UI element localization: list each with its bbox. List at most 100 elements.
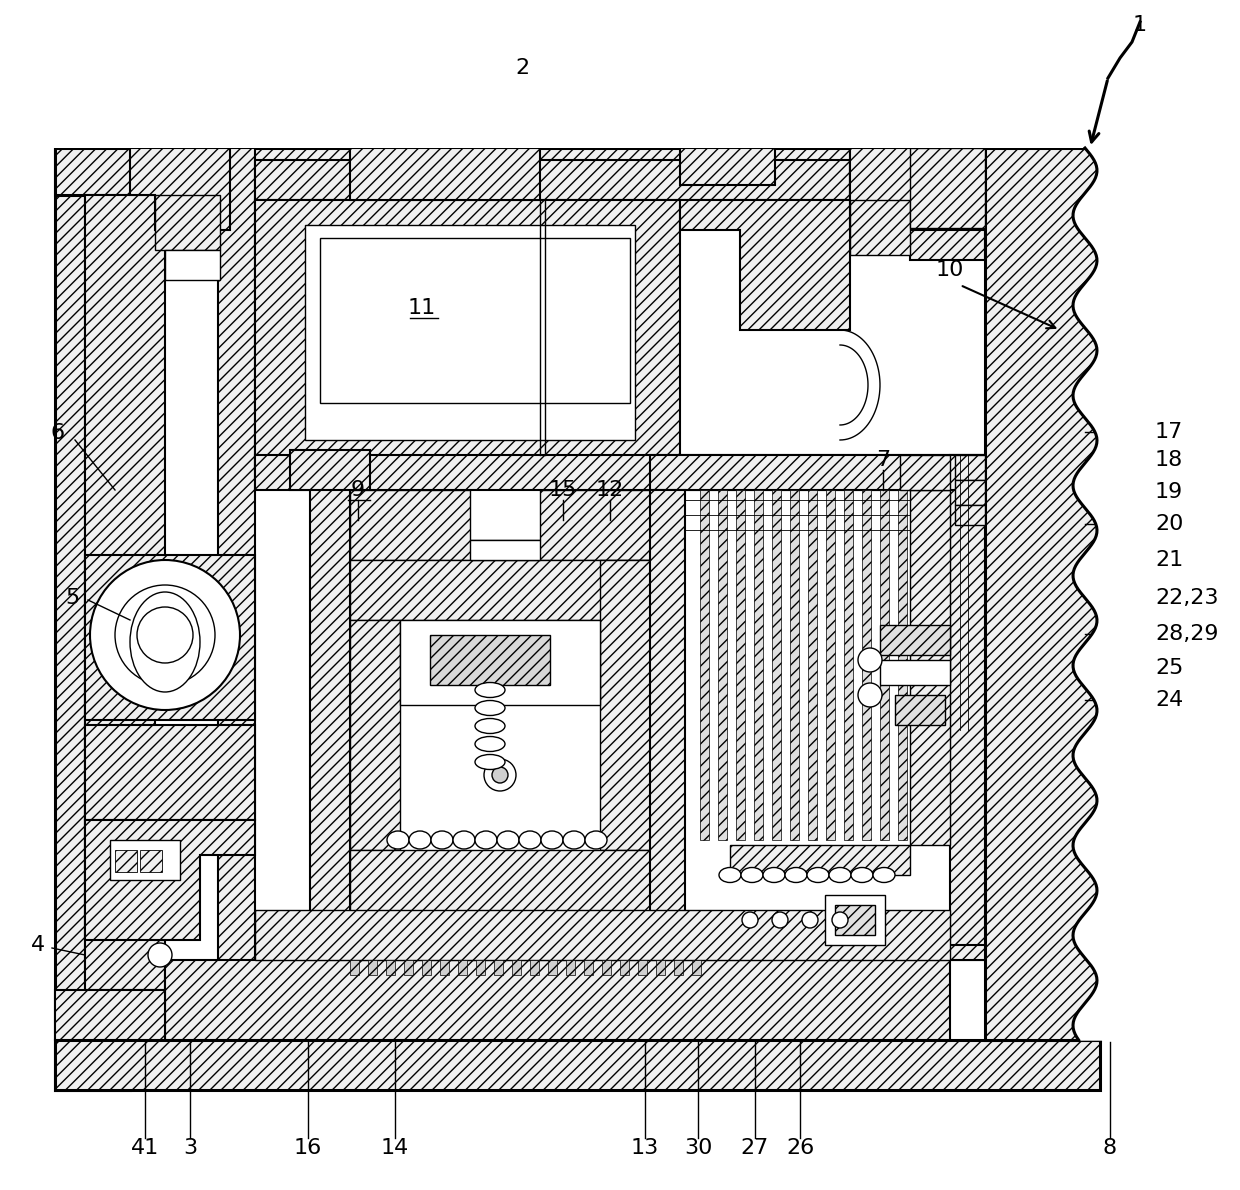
Ellipse shape bbox=[475, 831, 497, 848]
Polygon shape bbox=[255, 910, 950, 960]
Polygon shape bbox=[639, 960, 647, 975]
Bar bbox=[0, 0, 1240, 148]
Polygon shape bbox=[350, 850, 650, 960]
Polygon shape bbox=[476, 960, 485, 975]
Ellipse shape bbox=[763, 868, 785, 883]
Polygon shape bbox=[849, 148, 985, 259]
Bar bbox=[955, 505, 985, 525]
Ellipse shape bbox=[387, 831, 409, 848]
Polygon shape bbox=[910, 490, 950, 845]
Polygon shape bbox=[255, 200, 680, 470]
Circle shape bbox=[492, 768, 508, 783]
Polygon shape bbox=[680, 200, 849, 330]
Circle shape bbox=[832, 912, 848, 928]
Text: 6: 6 bbox=[51, 422, 64, 443]
Polygon shape bbox=[255, 455, 985, 490]
Text: 41: 41 bbox=[131, 1138, 159, 1158]
Circle shape bbox=[148, 942, 172, 967]
Bar bbox=[470, 540, 539, 560]
Circle shape bbox=[858, 649, 882, 672]
Polygon shape bbox=[255, 159, 849, 200]
Ellipse shape bbox=[541, 831, 563, 848]
Text: 8: 8 bbox=[1102, 1138, 1117, 1158]
Bar bbox=[140, 850, 162, 872]
Polygon shape bbox=[350, 960, 360, 975]
Polygon shape bbox=[900, 455, 950, 490]
Text: 24: 24 bbox=[1154, 690, 1183, 710]
Ellipse shape bbox=[563, 831, 585, 848]
Text: 26: 26 bbox=[786, 1138, 815, 1158]
Text: 5: 5 bbox=[64, 588, 79, 608]
Polygon shape bbox=[55, 1040, 1100, 1090]
Text: 30: 30 bbox=[683, 1138, 712, 1158]
Bar bbox=[880, 660, 950, 685]
Ellipse shape bbox=[719, 868, 742, 883]
Polygon shape bbox=[985, 148, 1100, 1040]
Ellipse shape bbox=[807, 868, 830, 883]
Circle shape bbox=[742, 912, 758, 928]
Polygon shape bbox=[512, 960, 521, 975]
Text: 2: 2 bbox=[515, 58, 529, 79]
Ellipse shape bbox=[130, 591, 200, 693]
Bar bbox=[320, 238, 630, 403]
Polygon shape bbox=[718, 490, 727, 840]
Circle shape bbox=[858, 683, 882, 707]
Text: 25: 25 bbox=[1154, 658, 1183, 678]
Bar bbox=[910, 148, 985, 228]
Ellipse shape bbox=[475, 737, 505, 752]
Polygon shape bbox=[844, 490, 853, 840]
Polygon shape bbox=[826, 490, 835, 840]
Bar bbox=[305, 225, 635, 440]
Text: 13: 13 bbox=[631, 1138, 660, 1158]
Text: 12: 12 bbox=[596, 480, 624, 500]
Polygon shape bbox=[55, 990, 165, 1040]
Polygon shape bbox=[650, 945, 985, 960]
Polygon shape bbox=[86, 555, 255, 720]
Ellipse shape bbox=[742, 868, 763, 883]
Polygon shape bbox=[898, 490, 906, 840]
Bar bbox=[401, 620, 600, 704]
Polygon shape bbox=[458, 960, 467, 975]
Polygon shape bbox=[601, 960, 611, 975]
Polygon shape bbox=[754, 490, 763, 840]
Polygon shape bbox=[950, 455, 985, 960]
Text: 7: 7 bbox=[875, 450, 890, 470]
Text: 18: 18 bbox=[1154, 450, 1183, 470]
Polygon shape bbox=[86, 820, 255, 940]
Text: 3: 3 bbox=[184, 1138, 197, 1158]
Text: 28,29: 28,29 bbox=[1154, 624, 1219, 644]
Ellipse shape bbox=[830, 868, 851, 883]
Bar bbox=[880, 625, 950, 654]
Polygon shape bbox=[737, 490, 745, 840]
Polygon shape bbox=[584, 960, 593, 975]
Polygon shape bbox=[650, 455, 985, 490]
Polygon shape bbox=[86, 195, 165, 990]
Polygon shape bbox=[701, 490, 709, 840]
Polygon shape bbox=[55, 148, 985, 195]
Polygon shape bbox=[440, 960, 449, 975]
Circle shape bbox=[91, 560, 241, 710]
Bar bbox=[730, 845, 910, 875]
Circle shape bbox=[802, 912, 818, 928]
Ellipse shape bbox=[475, 754, 505, 770]
Ellipse shape bbox=[520, 831, 541, 848]
Bar bbox=[955, 455, 985, 480]
Polygon shape bbox=[130, 148, 229, 230]
Ellipse shape bbox=[497, 831, 520, 848]
Bar bbox=[430, 635, 551, 685]
Ellipse shape bbox=[409, 831, 432, 848]
Polygon shape bbox=[880, 490, 889, 840]
Text: 22,23: 22,23 bbox=[1154, 588, 1219, 608]
Polygon shape bbox=[1073, 148, 1240, 1040]
Text: 14: 14 bbox=[381, 1138, 409, 1158]
Text: 20: 20 bbox=[1154, 514, 1183, 534]
Polygon shape bbox=[849, 148, 985, 230]
Bar bbox=[115, 850, 136, 872]
Text: 21: 21 bbox=[1154, 550, 1183, 570]
Polygon shape bbox=[620, 960, 629, 975]
Bar bbox=[849, 200, 910, 255]
Polygon shape bbox=[656, 960, 665, 975]
Circle shape bbox=[484, 759, 516, 791]
Text: 16: 16 bbox=[294, 1138, 322, 1158]
Polygon shape bbox=[165, 960, 950, 1040]
